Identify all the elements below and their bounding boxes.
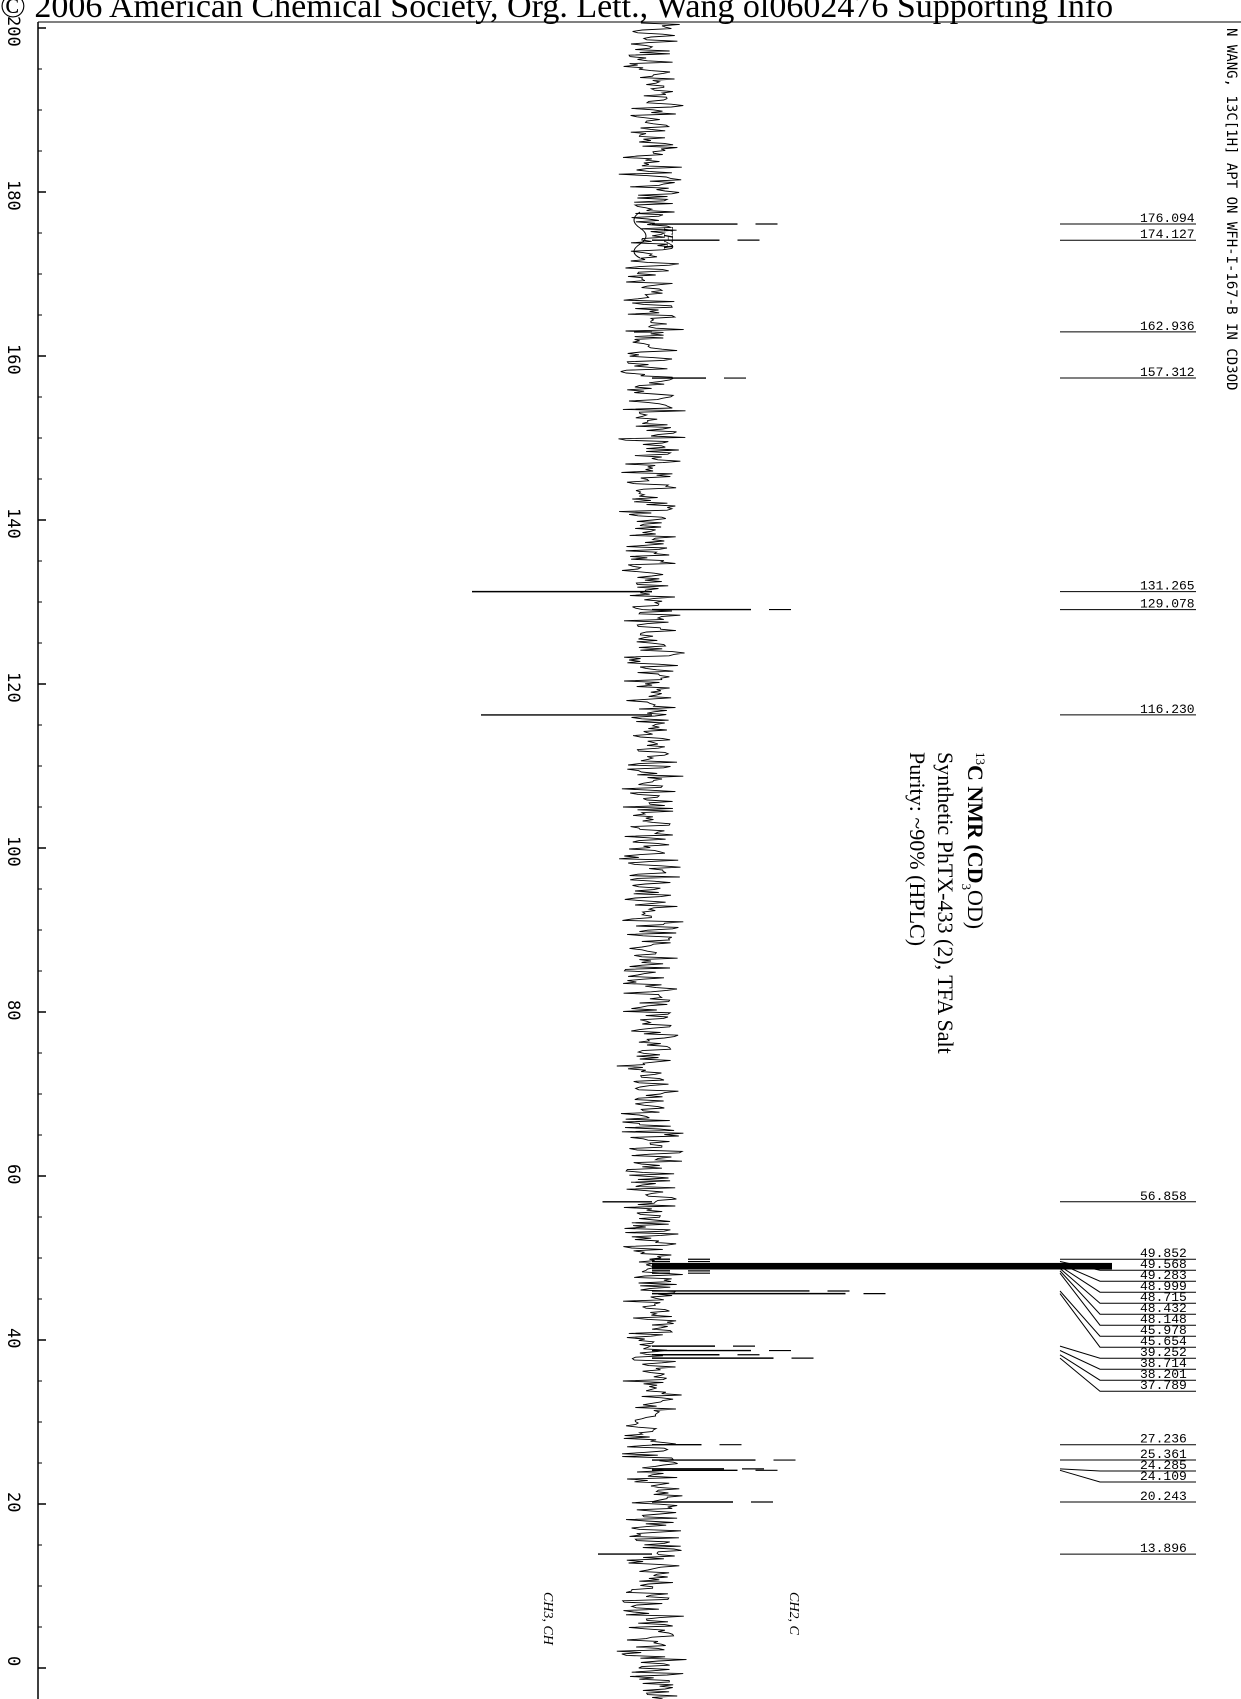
peak-label: 20.243 xyxy=(1140,1489,1187,1504)
peak-label: 176.094 xyxy=(1140,211,1195,226)
peak-label: 25.361 xyxy=(1140,1447,1187,1462)
peak-leader xyxy=(1059,1263,1196,1282)
tick-label: 20 xyxy=(3,1492,23,1512)
tick-label: 200 xyxy=(3,16,23,47)
tick-label: 140 xyxy=(3,508,23,539)
annotation-line-1: 13C NMR (CD3OD) xyxy=(959,752,988,929)
peak-label: 39.252 xyxy=(1140,1345,1187,1360)
peak-label: 48.432 xyxy=(1140,1301,1187,1316)
peak-label: 27.236 xyxy=(1140,1432,1187,1447)
peak-label: 49.283 xyxy=(1140,1268,1187,1283)
peak-label: 116.230 xyxy=(1140,702,1195,717)
spectrum-annotation: 13C NMR (CD3OD) Synthetic PhTX-433 (2), … xyxy=(905,752,988,1054)
instrument-info-text: N WANG, 13C[1H] APT ON WFH-I-167-B IN CD… xyxy=(1223,28,1239,390)
peak-label: 157.312 xyxy=(1140,365,1195,380)
tick-label: 0 xyxy=(3,1656,23,1666)
peak-label: 24.285 xyxy=(1140,1458,1187,1473)
peak-label: 49.852 xyxy=(1140,1246,1187,1261)
spectrum-peaks xyxy=(472,223,1039,1555)
peak-label: 45.978 xyxy=(1140,1323,1187,1338)
peak-leader xyxy=(1059,1272,1196,1326)
peak-leader xyxy=(1059,1350,1196,1370)
annotation-line-3: Purity: ~90% (HPLC) xyxy=(905,752,930,946)
peak-label: 45.654 xyxy=(1140,1334,1187,1349)
peak-label: 38.714 xyxy=(1140,1356,1187,1371)
svg-text:TFA: TFA xyxy=(660,226,675,250)
peak-leader xyxy=(1059,1265,1196,1293)
copyright-header: © 2006 American Chemical Society, Org. L… xyxy=(0,0,1114,24)
peak-label: 37.789 xyxy=(1140,1378,1187,1393)
noise-trace xyxy=(616,22,687,1699)
handwritten-ch2-c: CH2, C xyxy=(786,1592,801,1635)
peak-label: 13.896 xyxy=(1140,1541,1187,1556)
tick-label: 180 xyxy=(3,180,23,211)
tick-label: 40 xyxy=(3,1328,23,1348)
peak-leader xyxy=(1059,1354,1196,1381)
tick-label: 120 xyxy=(3,672,23,703)
peak-label: 38.201 xyxy=(1140,1367,1187,1382)
peak-label: 48.999 xyxy=(1140,1279,1187,1294)
tick-label: 60 xyxy=(3,1164,23,1184)
peak-label: 24.109 xyxy=(1140,1469,1187,1484)
peak-leader xyxy=(1059,1469,1196,1483)
peak-leader xyxy=(1059,1293,1196,1348)
baseline-noise xyxy=(616,22,1112,1699)
peak-label: 174.127 xyxy=(1140,227,1195,242)
peak-label: 56.858 xyxy=(1140,1189,1187,1204)
handwritten-ch3-ch: CH3, CH xyxy=(540,1592,555,1646)
peak-label: 49.568 xyxy=(1140,1257,1187,1272)
tick-label: 160 xyxy=(3,344,23,375)
tick-label: 80 xyxy=(3,1000,23,1020)
peak-leader xyxy=(1059,1357,1196,1392)
peak-leader xyxy=(1059,1261,1196,1271)
peak-label: 162.936 xyxy=(1140,319,1195,334)
peak-leader xyxy=(1059,1468,1196,1472)
handwritten-tfa-mark: TFA xyxy=(633,211,675,259)
peak-label: 48.148 xyxy=(1140,1312,1187,1327)
peak-label: 48.715 xyxy=(1140,1290,1187,1305)
annotation-line-2: Synthetic PhTX-433 (2), TFA Salt xyxy=(933,752,958,1054)
tick-label: 100 xyxy=(3,836,23,867)
peak-label: 129.078 xyxy=(1140,597,1195,612)
peak-leader xyxy=(1059,1270,1196,1315)
peak-leader xyxy=(1059,1268,1196,1304)
peak-leader xyxy=(1059,1290,1196,1337)
peak-label: 131.265 xyxy=(1140,579,1195,594)
peak-leader xyxy=(1059,1345,1196,1359)
